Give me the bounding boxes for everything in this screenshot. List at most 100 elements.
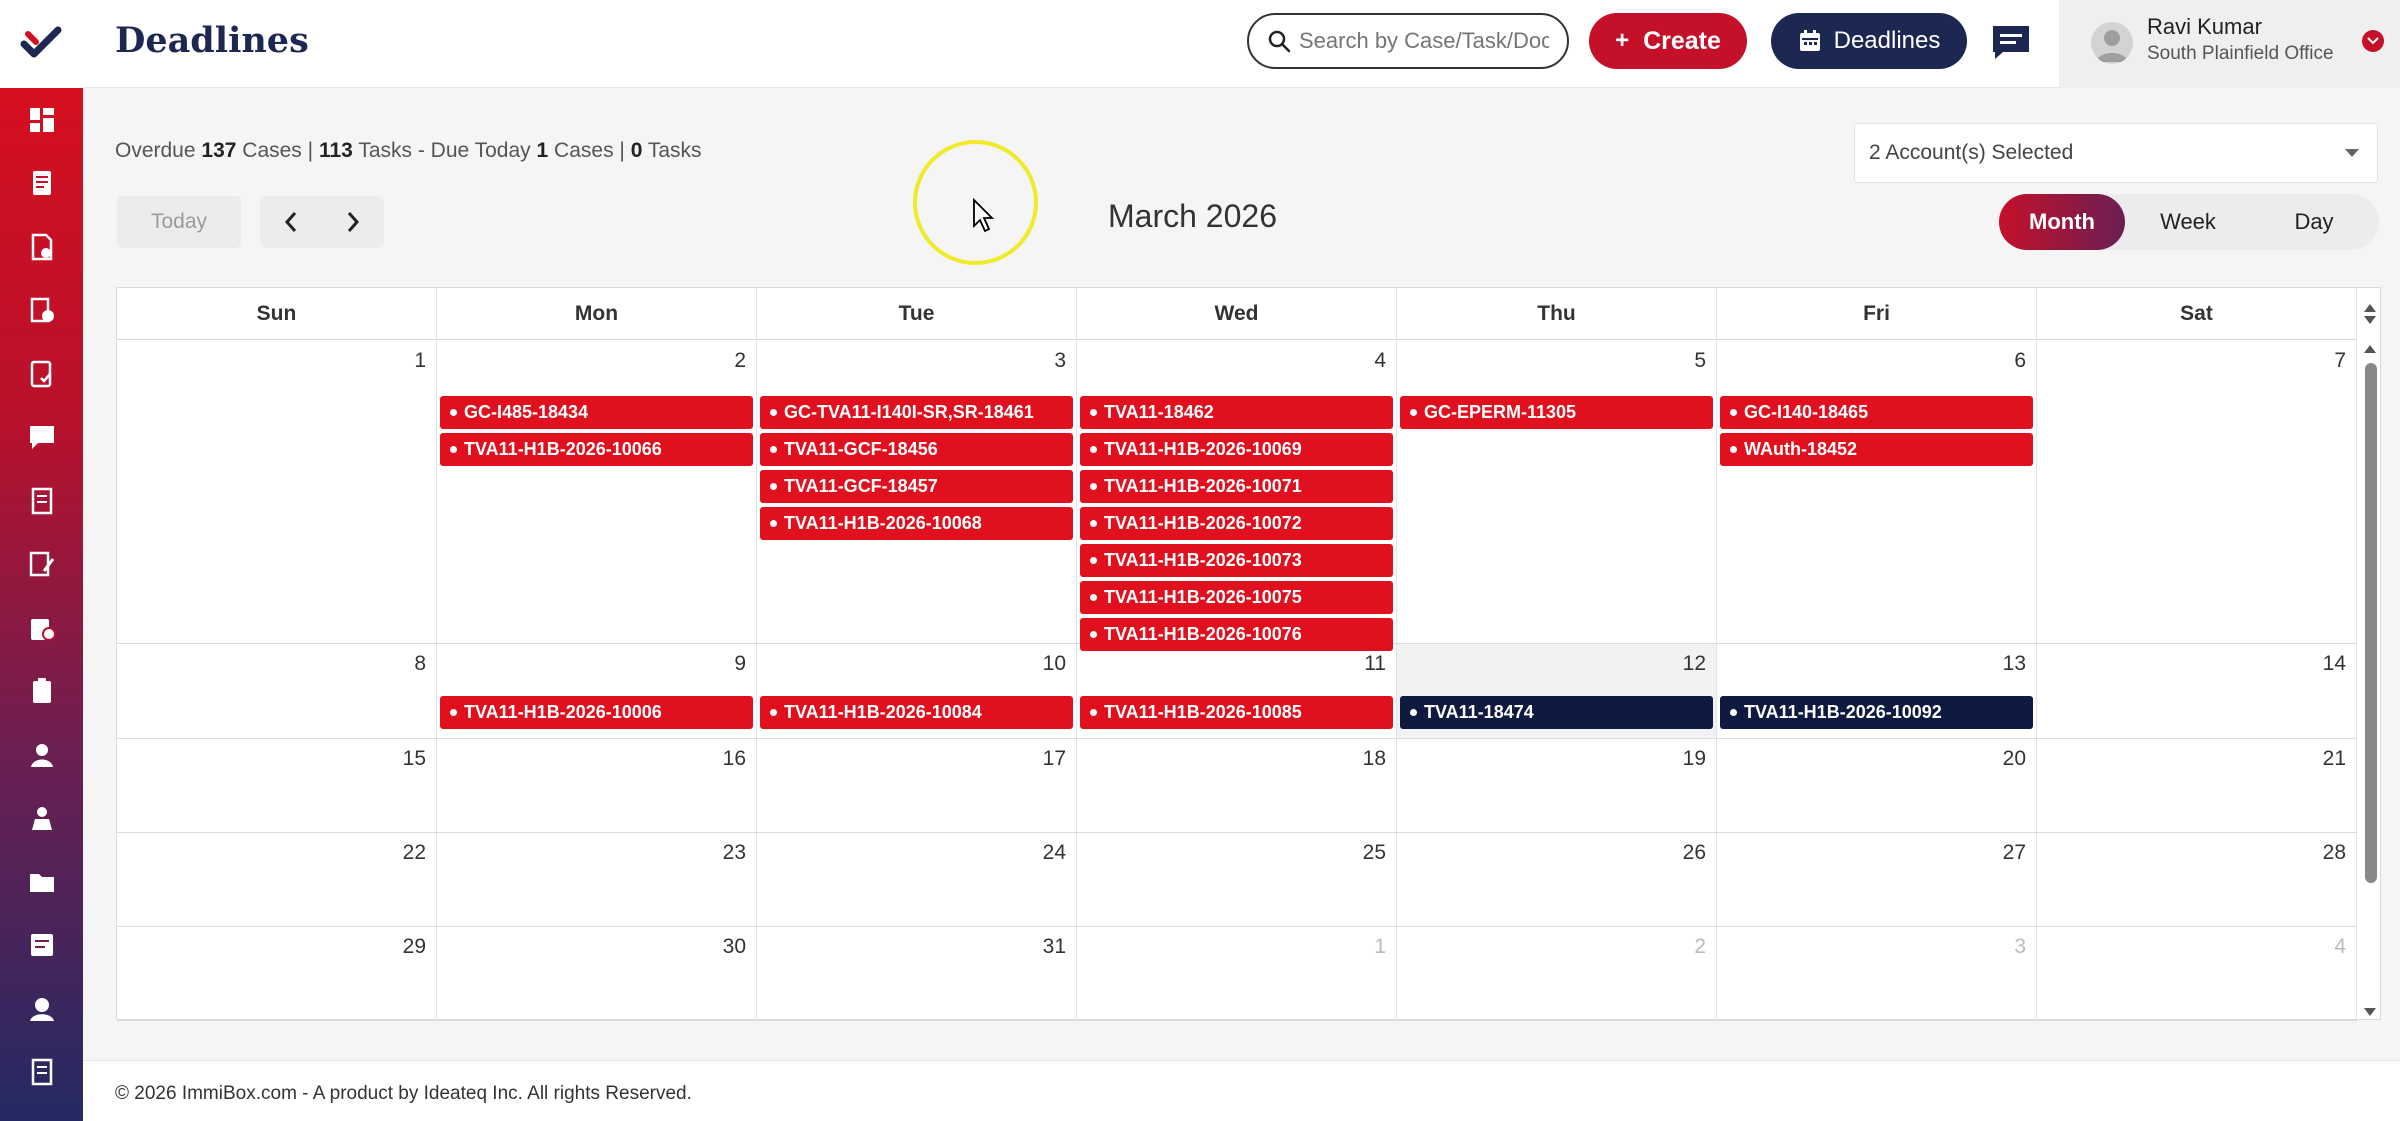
sidebar-item-users[interactable] bbox=[0, 977, 83, 1041]
day-number[interactable]: 27 bbox=[2002, 841, 2026, 864]
day-number[interactable]: 28 bbox=[2322, 841, 2346, 864]
calendar-day-cell[interactable]: 31 bbox=[757, 927, 1077, 1020]
deadline-event[interactable]: TVA11-H1B-2026-10084 bbox=[760, 696, 1073, 729]
calendar-day-cell[interactable]: 18 bbox=[1077, 739, 1397, 832]
chevron-down-icon[interactable] bbox=[2362, 30, 2384, 52]
sidebar-item-tasks[interactable] bbox=[0, 342, 83, 406]
sidebar-item-forms[interactable] bbox=[0, 279, 83, 343]
day-number[interactable]: 5 bbox=[1694, 349, 1706, 372]
day-number[interactable]: 3 bbox=[2014, 935, 2026, 958]
scroll-up-icon[interactable] bbox=[2364, 345, 2376, 353]
day-number[interactable]: 22 bbox=[402, 841, 426, 864]
calendar-day-cell[interactable]: 24 bbox=[757, 833, 1077, 926]
deadline-event[interactable]: TVA11-H1B-2026-10076 bbox=[1080, 618, 1393, 651]
day-number[interactable]: 6 bbox=[2014, 349, 2026, 372]
calendar-day-cell[interactable]: 28 bbox=[2037, 833, 2357, 926]
sidebar-item-contacts[interactable] bbox=[0, 787, 83, 851]
scroll-down-icon[interactable] bbox=[2364, 316, 2376, 324]
day-number[interactable]: 24 bbox=[1042, 841, 1066, 864]
calendar-day-cell[interactable]: 10 TVA11-H1B-2026-10084 bbox=[757, 644, 1077, 738]
sidebar-item-invoices[interactable] bbox=[0, 469, 83, 533]
sidebar-item-documents[interactable] bbox=[0, 215, 83, 279]
calendar-day-cell[interactable]: 2 GC-I485-18434 TVA11-H1B-2026-10066 bbox=[437, 341, 757, 643]
deadline-event[interactable]: GC-EPERM-11305 bbox=[1400, 396, 1713, 429]
sidebar-item-notes[interactable] bbox=[0, 533, 83, 597]
day-number[interactable]: 9 bbox=[734, 652, 746, 675]
sidebar-item-messages[interactable] bbox=[0, 406, 83, 470]
calendar-day-cell[interactable]: 12 TVA11-18474 bbox=[1397, 644, 1717, 738]
day-number[interactable]: 1 bbox=[414, 349, 426, 372]
calendar-day-cell[interactable]: 17 bbox=[757, 739, 1077, 832]
calendar-day-cell[interactable]: 4 TVA11-18462 TVA11-H1B-2026-10069 TVA11-H1… bbox=[1077, 341, 1397, 651]
calendar-day-cell[interactable]: 13 TVA11-H1B-2026-10092 bbox=[1717, 644, 2037, 738]
day-number[interactable]: 2 bbox=[1694, 935, 1706, 958]
calendar-day-cell[interactable]: 3 bbox=[1717, 927, 2037, 1020]
calendar-day-cell[interactable]: 20 bbox=[1717, 739, 2037, 832]
create-button[interactable]: + Create bbox=[1589, 13, 1747, 69]
calendar-day-cell[interactable]: 15 bbox=[117, 739, 437, 832]
deadline-event[interactable]: TVA11-H1B-2026-10006 bbox=[440, 696, 753, 729]
deadline-event[interactable]: TVA11-H1B-2026-10073 bbox=[1080, 544, 1393, 577]
calendar-day-cell[interactable]: 1 bbox=[117, 341, 437, 643]
day-number[interactable]: 1 bbox=[1374, 935, 1386, 958]
calendar-day-cell[interactable]: 6 GC-I140-18465 WAuth-18452 bbox=[1717, 341, 2037, 643]
calendar-day-cell[interactable]: 8 bbox=[117, 644, 437, 738]
view-month-button[interactable]: Month bbox=[1999, 194, 2125, 250]
sidebar-item-templates[interactable] bbox=[0, 914, 83, 978]
deadline-event[interactable]: TVA11-H1B-2026-10085 bbox=[1080, 696, 1393, 729]
sidebar-item-reports[interactable] bbox=[0, 596, 83, 660]
calendar-day-cell[interactable]: 3 GC-TVA11-I140I-SR,SR-18461 TVA11-GCF-184… bbox=[757, 341, 1077, 643]
calendar-day-cell[interactable]: 25 bbox=[1077, 833, 1397, 926]
today-button[interactable]: Today bbox=[117, 196, 241, 248]
deadline-event[interactable]: TVA11-H1B-2026-10072 bbox=[1080, 507, 1393, 540]
scrollbar-thumb[interactable] bbox=[2365, 363, 2377, 883]
view-week-button[interactable]: Week bbox=[2160, 209, 2216, 234]
deadline-event[interactable]: TVA11-H1B-2026-10075 bbox=[1080, 581, 1393, 614]
day-number[interactable]: 12 bbox=[1682, 652, 1706, 675]
scroll-down-icon[interactable] bbox=[2364, 1008, 2376, 1016]
calendar-day-cell[interactable]: 27 bbox=[1717, 833, 2037, 926]
day-number[interactable]: 7 bbox=[2334, 349, 2346, 372]
day-number[interactable]: 26 bbox=[1682, 841, 1706, 864]
day-number[interactable]: 14 bbox=[2322, 652, 2346, 675]
account-select[interactable]: 2 Account(s) Selected bbox=[1854, 123, 2378, 183]
calendar-day-cell[interactable]: 26 bbox=[1397, 833, 1717, 926]
day-number[interactable]: 4 bbox=[1374, 349, 1386, 372]
day-number[interactable]: 16 bbox=[722, 747, 746, 770]
calendar-day-cell[interactable]: 22 bbox=[117, 833, 437, 926]
day-number[interactable]: 30 bbox=[722, 935, 746, 958]
deadline-event[interactable]: TVA11-18462 bbox=[1080, 396, 1393, 429]
sidebar-item-clients[interactable] bbox=[0, 723, 83, 787]
calendar-day-cell[interactable]: 19 bbox=[1397, 739, 1717, 832]
next-month-button[interactable] bbox=[322, 196, 384, 248]
day-number[interactable]: 31 bbox=[1042, 935, 1066, 958]
day-number[interactable]: 21 bbox=[2322, 747, 2346, 770]
sidebar-item-settings[interactable] bbox=[0, 1041, 83, 1105]
deadline-event[interactable]: TVA11-H1B-2026-10066 bbox=[440, 433, 753, 466]
scroll-up-icon[interactable] bbox=[2364, 304, 2376, 312]
prev-month-button[interactable] bbox=[260, 196, 322, 248]
day-number[interactable]: 13 bbox=[2002, 652, 2026, 675]
sidebar-item-cases[interactable] bbox=[0, 152, 83, 216]
header-scrollbar[interactable] bbox=[2359, 288, 2381, 340]
deadline-event[interactable]: GC-I485-18434 bbox=[440, 396, 753, 429]
sidebar-item-clipboard[interactable] bbox=[0, 660, 83, 724]
deadline-event[interactable]: WAuth-18452 bbox=[1720, 433, 2033, 466]
calendar-day-cell[interactable]: 16 bbox=[437, 739, 757, 832]
deadline-event[interactable]: TVA11-GCF-18457 bbox=[760, 470, 1073, 503]
day-number[interactable]: 20 bbox=[2002, 747, 2026, 770]
view-day-button[interactable]: Day bbox=[2294, 209, 2334, 234]
calendar-day-cell[interactable]: 23 bbox=[437, 833, 757, 926]
day-number[interactable]: 11 bbox=[1364, 652, 1386, 675]
calendar-scrollbar[interactable] bbox=[2359, 341, 2381, 1021]
calendar-day-cell[interactable]: 14 bbox=[2037, 644, 2357, 738]
day-number[interactable]: 17 bbox=[1042, 747, 1066, 770]
sidebar-item-folder[interactable] bbox=[0, 850, 83, 914]
search-input[interactable] bbox=[1299, 28, 1549, 54]
calendar-day-cell[interactable]: 1 bbox=[1077, 927, 1397, 1020]
logo-icon[interactable] bbox=[0, 0, 83, 88]
deadline-event[interactable]: TVA11-H1B-2026-10071 bbox=[1080, 470, 1393, 503]
day-number[interactable]: 3 bbox=[1054, 349, 1066, 372]
calendar-day-cell[interactable]: 5 GC-EPERM-11305 bbox=[1397, 341, 1717, 643]
sidebar-item-dashboard[interactable] bbox=[0, 88, 83, 152]
